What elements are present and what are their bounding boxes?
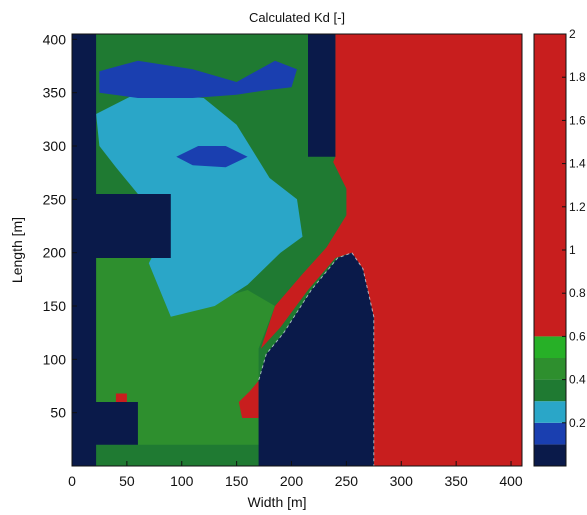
y-axis: 50 100 150 200 250 300 350 400 xyxy=(43,31,77,421)
region-dark-blue-lobe-top xyxy=(99,60,298,98)
colorbar-tick-label: 1 xyxy=(569,243,576,257)
chart-title: Calculated Kd [-] xyxy=(249,10,345,25)
x-tick-label: 150 xyxy=(225,473,249,489)
region-red-wake-zone xyxy=(260,34,522,466)
y-tick-label: 300 xyxy=(43,138,67,154)
colorbar-tick-label: 1.2 xyxy=(569,200,586,214)
region-left-breakwater xyxy=(72,34,171,466)
x-tick-label: 0 xyxy=(68,473,76,489)
y-axis-label: Length [m] xyxy=(9,217,25,283)
colorbar-tick-label: 1.8 xyxy=(569,70,586,84)
x-tick-label: 250 xyxy=(335,473,359,489)
colorbar-band xyxy=(534,336,566,358)
region-light-blue-zone xyxy=(96,92,303,317)
colorbar-tick-label: 0.4 xyxy=(569,373,586,387)
y-tick-label: 100 xyxy=(43,351,67,367)
colorbar-band xyxy=(534,401,566,423)
x-tick-label: 400 xyxy=(499,473,523,489)
y-tick-label: 350 xyxy=(43,85,67,101)
colorbar-band xyxy=(534,379,566,402)
region-upper-jetty xyxy=(308,34,336,157)
y-tick-label: 200 xyxy=(43,245,67,261)
x-tick-label: 300 xyxy=(390,473,414,489)
y-tick-label: 150 xyxy=(43,298,67,314)
colorbar-tick-label: 2 xyxy=(569,27,576,41)
plot-frame xyxy=(71,33,523,467)
y-tick-label: 400 xyxy=(43,31,67,47)
y-tick-label: 250 xyxy=(43,191,67,207)
x-tick-label: 350 xyxy=(444,473,468,489)
colorbar: 2 1.8 1.6 1.4 1.2 1 0.8 0.6 0.4 0.2 xyxy=(533,27,586,467)
region-central-island xyxy=(258,252,374,466)
region-red-dot xyxy=(115,393,127,402)
x-tick-label: 200 xyxy=(280,473,304,489)
plot-area xyxy=(71,33,523,467)
colorbar-tick-label: 0.8 xyxy=(569,286,586,300)
region-red-small-patch xyxy=(238,380,259,418)
colorbar-tick-label: 0.6 xyxy=(569,329,586,343)
colorbar-band xyxy=(534,358,566,380)
y-tick-label: 50 xyxy=(50,405,66,421)
region-dark-blue-lobe-mid xyxy=(176,146,248,168)
x-tick-label: 50 xyxy=(119,473,135,489)
colorbar-tick-label: 0.2 xyxy=(569,416,586,430)
colorbar-band xyxy=(534,34,566,337)
colorbar-band xyxy=(534,422,566,445)
colorbar-tick-label: 1.6 xyxy=(569,113,586,127)
x-tick-label: 100 xyxy=(170,473,194,489)
x-axis-label: Width [m] xyxy=(247,494,306,510)
x-axis: 0 50 100 150 200 250 300 350 400 xyxy=(68,461,523,489)
colorbar-tick-label: 1.4 xyxy=(569,157,586,171)
colorbar-band xyxy=(534,444,566,466)
